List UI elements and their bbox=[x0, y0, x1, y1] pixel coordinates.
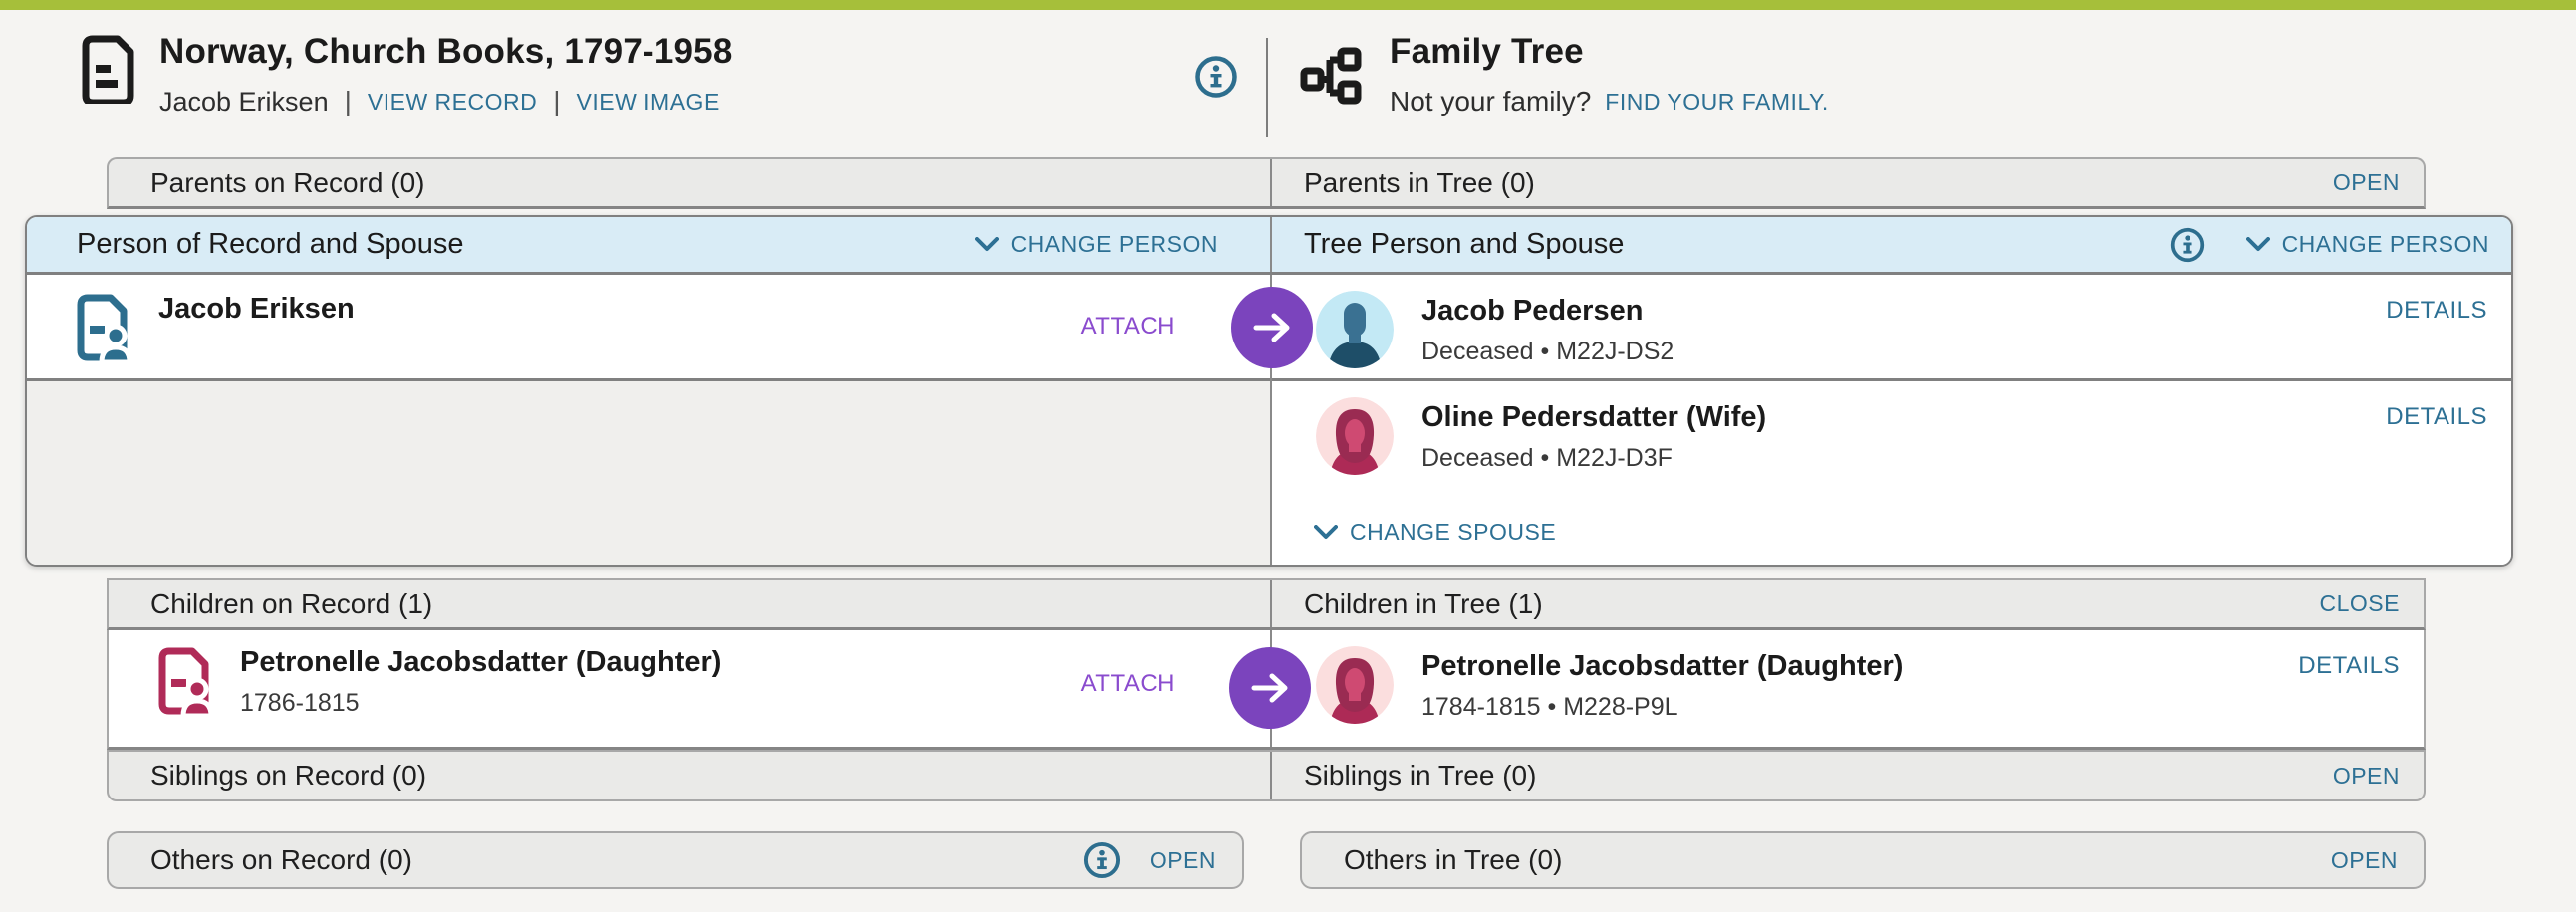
tree-child-name: Petronelle Jacobsdatter (Daughter) bbox=[1421, 650, 1904, 682]
separator: | bbox=[344, 86, 352, 116]
page-header: Norway, Church Books, 1797-1958 Jacob Er… bbox=[0, 10, 2576, 157]
chevron-down-icon bbox=[2245, 237, 2270, 251]
info-icon[interactable] bbox=[1193, 54, 1239, 100]
details-link[interactable]: DETAILS bbox=[2386, 403, 2487, 430]
details-link[interactable]: DETAILS bbox=[2386, 297, 2487, 324]
chevron-down-icon bbox=[974, 237, 999, 251]
record-title: Norway, Church Books, 1797-1958 bbox=[159, 32, 733, 71]
parents-open-button[interactable]: OPEN bbox=[2332, 169, 2400, 195]
info-icon[interactable] bbox=[1082, 840, 1122, 880]
tree-child-lifespan: 1784-1815 • M228-P9L bbox=[1421, 693, 1678, 721]
attach-person-button[interactable] bbox=[1231, 287, 1313, 368]
details-link[interactable]: DETAILS bbox=[2298, 652, 2400, 679]
children-on-record-label: Children on Record (1) bbox=[150, 587, 433, 619]
change-person-label: CHANGE PERSON bbox=[1010, 231, 1218, 257]
female-avatar bbox=[1316, 397, 1394, 475]
record-child-row: Petronelle Jacobsdatter (Daughter) 1786-… bbox=[109, 630, 1311, 747]
document-person-icon bbox=[158, 647, 214, 718]
children-on-record-header[interactable]: Children on Record (1) bbox=[109, 580, 1272, 627]
document-icon bbox=[80, 34, 135, 104]
children-in-tree-header[interactable]: Children in Tree (1) CLOSE bbox=[1272, 580, 2424, 627]
others-section: Others on Record (0) OPEN Others in Tree… bbox=[107, 831, 2426, 889]
male-avatar bbox=[1316, 291, 1394, 368]
record-empty-area bbox=[27, 381, 1270, 565]
siblings-on-record-header[interactable]: Siblings on Record (0) bbox=[109, 752, 1272, 799]
record-child-name: Petronelle Jacobsdatter (Daughter) bbox=[240, 646, 722, 678]
source-linker-panels: Parents on Record (0) Parents in Tree (0… bbox=[25, 157, 2513, 889]
others-on-record-label: Others on Record (0) bbox=[150, 844, 412, 875]
parents-in-tree-header[interactable]: Parents in Tree (0) OPEN bbox=[1272, 159, 2424, 206]
children-section-header: Children on Record (1) Children in Tree … bbox=[107, 578, 2426, 630]
chevron-down-icon bbox=[1314, 524, 1338, 539]
others-on-record-bar[interactable]: Others on Record (0) OPEN bbox=[107, 831, 1244, 889]
tree-person-row: Jacob Pedersen Deceased • M22J-DS2 DETAI… bbox=[1272, 275, 2511, 381]
tree-title: Family Tree bbox=[1390, 32, 1584, 71]
children-close-button[interactable]: CLOSE bbox=[2319, 590, 2400, 616]
header-divider bbox=[1266, 38, 1268, 137]
top-accent-bar bbox=[0, 0, 2576, 10]
separator: | bbox=[553, 86, 561, 116]
tree-prompt: Not your family? bbox=[1390, 86, 1592, 116]
change-person-label: CHANGE PERSON bbox=[2281, 231, 2489, 257]
change-spouse-button[interactable]: CHANGE SPOUSE bbox=[1314, 519, 1556, 546]
change-spouse-label: CHANGE SPOUSE bbox=[1350, 518, 1557, 545]
tree-person-status: Deceased • M22J-DS2 bbox=[1421, 338, 1674, 365]
siblings-in-tree-label: Siblings in Tree (0) bbox=[1304, 760, 1537, 791]
attach-label[interactable]: ATTACH bbox=[1080, 313, 1175, 340]
parents-on-record-label: Parents on Record (0) bbox=[150, 166, 425, 198]
tree-person-name: Jacob Pedersen bbox=[1421, 295, 1644, 327]
tree-spouse-name: Oline Pedersdatter (Wife) bbox=[1421, 401, 1767, 433]
view-image-link[interactable]: VIEW IMAGE bbox=[576, 88, 720, 114]
find-your-family-link[interactable]: FIND YOUR FAMILY. bbox=[1605, 88, 1829, 114]
children-in-tree-label: Children in Tree (1) bbox=[1304, 587, 1543, 619]
record-child-lifespan: 1786-1815 bbox=[240, 689, 360, 717]
change-person-record-button[interactable]: CHANGE PERSON bbox=[974, 231, 1218, 258]
tree-child-row: Petronelle Jacobsdatter (Daughter) 1784-… bbox=[1272, 630, 2424, 747]
attach-label[interactable]: ATTACH bbox=[1080, 670, 1175, 697]
others-in-tree-label: Others in Tree (0) bbox=[1344, 844, 1563, 875]
arrow-right-icon bbox=[1251, 673, 1288, 703]
others-tree-open-button[interactable]: OPEN bbox=[2330, 846, 2398, 873]
siblings-in-tree-header[interactable]: Siblings in Tree (0) OPEN bbox=[1272, 752, 2424, 799]
others-in-tree-bar[interactable]: Others in Tree (0) OPEN bbox=[1300, 831, 2426, 889]
attach-child-button[interactable] bbox=[1229, 647, 1311, 729]
others-record-open-button[interactable]: OPEN bbox=[1149, 846, 1216, 873]
info-icon[interactable] bbox=[2169, 226, 2206, 264]
siblings-open-button[interactable]: OPEN bbox=[2332, 762, 2400, 789]
view-record-link[interactable]: VIEW RECORD bbox=[367, 88, 538, 114]
record-person-row: Jacob Eriksen ATTACH bbox=[27, 275, 1313, 381]
focus-card-titlebar: Person of Record and Spouse CHANGE PERSO… bbox=[27, 217, 2511, 275]
record-person-name: Jacob Eriksen bbox=[159, 86, 329, 116]
focus-person-card: Person of Record and Spouse CHANGE PERSO… bbox=[25, 215, 2513, 567]
document-person-icon bbox=[77, 294, 132, 364]
female-avatar bbox=[1316, 646, 1394, 724]
change-person-tree-button[interactable]: CHANGE PERSON bbox=[2245, 231, 2489, 258]
parents-on-record-header[interactable]: Parents on Record (0) bbox=[109, 159, 1272, 206]
record-person-name: Jacob Eriksen bbox=[158, 293, 355, 325]
tree-spouse-status: Deceased • M22J-D3F bbox=[1421, 444, 1673, 472]
tree-person-title: Tree Person and Spouse bbox=[1304, 228, 1625, 260]
children-content-row: Petronelle Jacobsdatter (Daughter) 1786-… bbox=[107, 630, 2426, 750]
siblings-section-header: Siblings on Record (0) Siblings in Tree … bbox=[107, 750, 2426, 801]
siblings-on-record-label: Siblings on Record (0) bbox=[150, 760, 427, 791]
parents-in-tree-label: Parents in Tree (0) bbox=[1304, 166, 1535, 198]
person-of-record-title: Person of Record and Spouse bbox=[77, 228, 464, 260]
family-tree-icon bbox=[1298, 44, 1366, 112]
arrow-right-icon bbox=[1253, 313, 1290, 342]
parents-section-header: Parents on Record (0) Parents in Tree (0… bbox=[107, 157, 2426, 209]
tree-spouse-row: Oline Pedersdatter (Wife) Deceased • M22… bbox=[1272, 381, 2511, 499]
